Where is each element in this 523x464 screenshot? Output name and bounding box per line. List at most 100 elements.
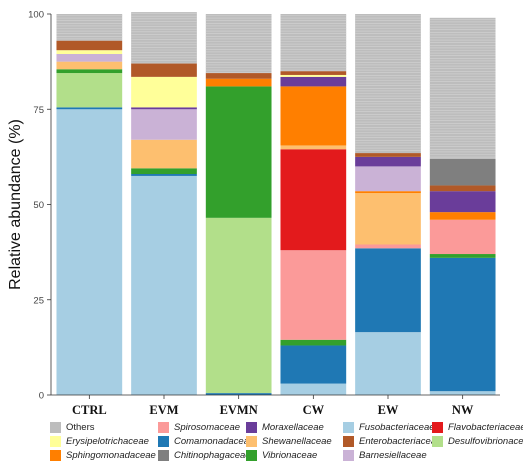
- legend: Others Erysipelotrichaceae Sphingomonadace…: [50, 422, 523, 464]
- bar-segment-vibrionaceae: [205, 86, 272, 218]
- legend-swatch: [158, 422, 169, 433]
- x-tick-label: NW: [452, 403, 474, 417]
- bar-segment-fusobacteriaceae: [355, 332, 421, 395]
- legend-label: Desulfovibrionaceae: [448, 436, 523, 447]
- bar-segment-desulfovibrionaceae: [205, 217, 272, 394]
- bar-segment-others: [205, 14, 272, 74]
- legend-swatch: [432, 422, 443, 433]
- bar-segment-sphingomonadaceae: [429, 212, 496, 220]
- y-tick-label: 75: [33, 105, 44, 116]
- bar-segment-chitinophagaceae: [429, 158, 496, 186]
- legend-swatch: [158, 436, 169, 447]
- bar-segment-vibrionaceae: [131, 168, 197, 175]
- legend-item-sphingomonadaceae: Sphingomonadaceae: [50, 450, 156, 461]
- bar-segment-moraxellaceae: [131, 107, 197, 110]
- bar-stack-evmn: [205, 14, 272, 395]
- legend-label: Comamonadaceae: [174, 436, 255, 447]
- legend-label: Others: [66, 422, 95, 433]
- bar-segment-shewanellaceae: [280, 145, 347, 150]
- legend-swatch: [343, 422, 354, 433]
- legend-label: Sphingomonadaceae: [66, 450, 156, 461]
- x-tick-label: CTRL: [72, 403, 107, 417]
- legend-label: Moraxellaceae: [262, 422, 324, 433]
- legend-item-enterobacteriaceae: Enterobacteriaceae: [343, 436, 441, 447]
- bar-segment-comamonadaceae: [280, 345, 347, 384]
- bar-segment-shewanellaceae: [131, 139, 197, 169]
- legend-item-vibrionaceae: Vibrionaceae: [246, 450, 317, 461]
- legend-item-shewanellaceae: Shewanellaceae: [246, 436, 332, 447]
- legend-swatch: [50, 422, 61, 433]
- legend-label: Chitinophagaceae: [174, 450, 251, 461]
- bar-segment-vibrionaceae: [429, 254, 496, 258]
- legend-label: Spirosomaceae: [174, 422, 241, 433]
- bar-segment-comamonadaceae: [429, 257, 496, 392]
- legend-label: Erysipelotrichaceae: [66, 436, 149, 447]
- legend-swatch: [158, 450, 169, 461]
- bar-segment-vibrionaceae: [56, 69, 123, 74]
- bar-segment-barnesiellaceae: [56, 54, 123, 62]
- y-tick-label: 100: [28, 10, 44, 21]
- legend-item-desulfovibrionaceae: Desulfovibrionaceae: [432, 436, 523, 447]
- bar-segment-erysipelotrichaceae: [280, 74, 347, 77]
- bar-stack-cw: [280, 14, 347, 395]
- bar-segment-enterobacteriaceae: [205, 73, 272, 79]
- legend-swatch: [432, 436, 443, 447]
- bar-stack-ctrl: [56, 14, 123, 395]
- bar-segment-enterobacteriaceae: [280, 71, 347, 75]
- bar-segment-spirosomaceae: [429, 219, 496, 255]
- y-tick-label: 25: [33, 295, 44, 306]
- legend-item-fusobacteriaceae: Fusobacteriaceae: [343, 422, 435, 433]
- legend-item-erysipelotrichaceae: Erysipelotrichaceae: [50, 436, 149, 447]
- legend-swatch: [246, 422, 257, 433]
- bar-segment-comamonadaceae: [355, 248, 421, 333]
- bar-segment-sphingomonadaceae: [280, 86, 347, 146]
- legend-item-comamonadaceae: Comamonadaceae: [158, 436, 254, 447]
- legend-label: Shewanellaceae: [262, 436, 332, 447]
- bar-segment-erysipelotrichaceae: [56, 50, 123, 55]
- bar-segment-shewanellaceae: [355, 193, 421, 245]
- legend-swatch: [50, 450, 61, 461]
- bar-segment-erysipelotrichaceae: [131, 76, 197, 108]
- bar-segment-others: [429, 17, 496, 159]
- x-tick-label: EVM: [149, 403, 178, 417]
- bar-segment-spirosomaceae: [280, 250, 347, 340]
- legend-swatch: [50, 436, 61, 447]
- bar-stack-ew: [355, 14, 421, 395]
- bar-segment-comamonadaceae: [131, 174, 197, 176]
- legend-swatch: [246, 436, 257, 447]
- bar-stack-nw: [429, 17, 496, 395]
- bar-segment-others: [131, 12, 197, 64]
- legend-item-chitinophagaceae: Chitinophagaceae: [158, 450, 251, 461]
- x-tick-label: EVMN: [220, 403, 258, 417]
- bar-segment-sphingomonadaceae: [205, 78, 272, 87]
- bar-segment-fusobacteriaceae: [429, 391, 496, 395]
- y-axis-label: Relative abundance (%): [7, 119, 24, 290]
- bar-segment-enterobacteriaceae: [429, 185, 496, 192]
- bar-segment-barnesiellaceae: [355, 166, 421, 192]
- bar-segment-sphingomonadaceae: [355, 191, 421, 194]
- stacked-bar-chart: 0 25 50 75 100 CTRL EVM EVMN CW EW NW Relative ab…: [7, 10, 500, 417]
- bar-segment-fusobacteriaceae: [56, 109, 123, 395]
- legend-label: Vibrionaceae: [262, 450, 318, 461]
- y-tick-label: 50: [33, 200, 44, 211]
- legend-label: Fusobacteriaceae: [359, 422, 435, 433]
- bar-segment-flavobacteriaceae: [280, 149, 347, 251]
- bar-stack-evm: [131, 12, 197, 395]
- x-tick-label: EW: [378, 403, 399, 417]
- y-axis: 0 25 50 75 100: [28, 10, 52, 402]
- legend-item-moraxellaceae: Moraxellaceae: [246, 422, 324, 433]
- y-tick-label: 0: [39, 391, 44, 402]
- x-axis: CTRL EVM EVMN CW EW NW: [51, 394, 500, 417]
- bar-segment-barnesiellaceae: [131, 109, 197, 140]
- bar-segment-spirosomaceae: [355, 244, 421, 249]
- bar-segment-vibrionaceae: [280, 339, 347, 346]
- bar-segment-moraxellaceae: [429, 191, 496, 213]
- bar-segment-moraxellaceae: [280, 76, 347, 87]
- legend-item-others: Others: [50, 422, 95, 433]
- bar-segment-enterobacteriaceae: [355, 153, 421, 157]
- bar-segment-fusobacteriaceae: [131, 175, 197, 395]
- bar-segment-fusobacteriaceae: [280, 383, 347, 395]
- bar-segment-enterobacteriaceae: [56, 40, 123, 51]
- legend-label: Enterobacteriaceae: [359, 436, 442, 447]
- bar-segment-enterobacteriaceae: [131, 63, 197, 77]
